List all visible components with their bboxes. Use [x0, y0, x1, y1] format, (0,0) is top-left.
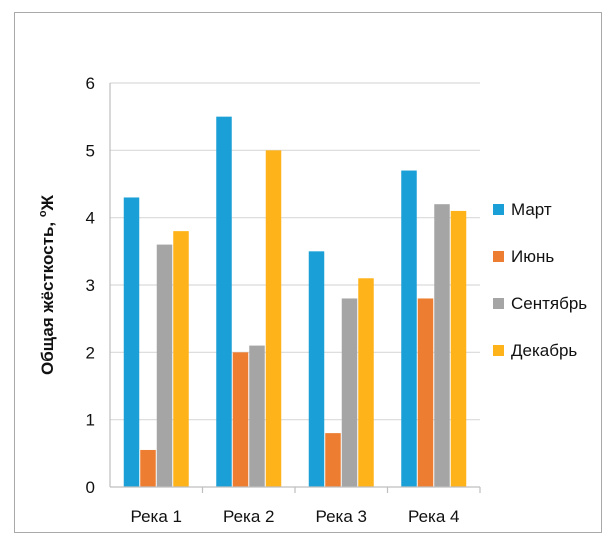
bar: [450, 210, 467, 487]
x-category-label: Река 3: [316, 507, 368, 526]
bar: [249, 345, 265, 487]
bar: [123, 197, 140, 487]
legend-swatch: [493, 251, 504, 262]
legend: Март Июнь Сентябрь Декабрь: [493, 200, 587, 360]
legend-label: Июнь: [511, 247, 554, 266]
bar: [308, 251, 325, 487]
bar: [173, 231, 189, 487]
bar: [216, 116, 232, 488]
chart-frame: [14, 12, 602, 533]
axes: [109, 83, 481, 493]
x-category-labels: Река 1 Река 2 Река 3 Река 4: [131, 507, 460, 526]
bar: [156, 244, 173, 487]
x-category-label: Река 1: [131, 507, 183, 526]
legend-label: Сентябрь: [511, 294, 587, 313]
legend-label: Декабрь: [511, 341, 577, 360]
bar: [265, 150, 282, 488]
legend-swatch: [493, 298, 504, 309]
y-tick-label: 3: [86, 276, 95, 295]
y-tick-label: 5: [86, 141, 95, 160]
y-tick-label: 1: [86, 411, 95, 430]
bar: [434, 204, 450, 487]
legend-swatch: [493, 204, 504, 215]
bar: [358, 278, 374, 487]
x-category-label: Река 2: [223, 507, 275, 526]
legend-label: Март: [511, 200, 552, 219]
legend-swatch: [493, 345, 504, 356]
bar: [341, 298, 358, 487]
bar: [401, 170, 417, 488]
y-tick-labels: 0 1 2 3 4 5 6: [86, 74, 95, 497]
bars: [123, 116, 467, 488]
y-axis-title: Общая жёсткость, оЖ: [37, 194, 57, 375]
y-tick-label: 0: [86, 478, 95, 497]
x-category-label: Река 4: [408, 507, 460, 526]
bar: [140, 449, 156, 487]
bar: [232, 352, 249, 487]
bar: [325, 433, 341, 487]
bar: [417, 298, 434, 487]
y-tick-label: 4: [86, 209, 95, 228]
y-tick-label: 6: [86, 74, 95, 93]
y-tick-label: 2: [86, 343, 95, 362]
